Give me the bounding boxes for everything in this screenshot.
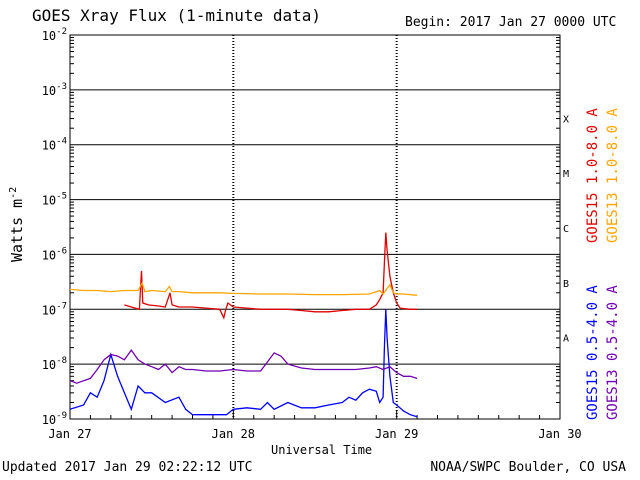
x-tick-label: Jan 29 (375, 427, 418, 441)
flare-class-label: M (563, 169, 569, 180)
legend-goes15-short: GOES15 0.5-4.0 A (585, 285, 601, 420)
x-tick-label: Jan 27 (48, 427, 91, 441)
y-tick-label: 10-6 (42, 246, 67, 262)
y-tick-label: 10-5 (42, 192, 67, 208)
updated-timestamp: Updated 2017 Jan 29 02:22:12 UTC (2, 460, 253, 475)
flare-class-label: B (563, 279, 569, 290)
y-tick-label: 10-3 (42, 82, 67, 98)
series-line-3 (69, 348, 418, 384)
legend-goes13-short: GOES13 0.5-4.0 A (605, 285, 621, 420)
begin-timestamp: Begin: 2017 Jan 27 0000 UTC (405, 16, 616, 29)
x-tick-label: Jan 28 (212, 427, 255, 441)
y-tick-label: 10-7 (42, 301, 67, 317)
y-axis-label-exponent: -2 (8, 186, 19, 199)
x-tick-label: Jan 30 (538, 427, 581, 441)
credit-text: NOAA/SWPC Boulder, CO USA (430, 460, 626, 475)
y-axis-label: Watts m-2 (8, 187, 26, 262)
series-line-1 (69, 281, 418, 296)
y-axis-label-text: Watts m (8, 198, 26, 262)
legend-goes13-long: GOES13 1.0-8.0 A (605, 108, 621, 243)
chart-title: GOES Xray Flux (1-minute data) (32, 6, 321, 25)
flare-class-label: A (563, 334, 569, 345)
legend-goes15-long: GOES15 1.0-8.0 A (585, 108, 601, 243)
series-line-2 (69, 309, 418, 418)
plot-frame (69, 34, 561, 420)
y-tick-label: 10-8 (42, 356, 67, 372)
y-tick-label: 10-9 (42, 411, 67, 427)
flare-class-label: C (563, 224, 569, 235)
series-line-0 (124, 232, 418, 320)
flare-class-label: X (563, 114, 569, 125)
begin-value: 2017 Jan 27 0000 UTC (459, 15, 617, 30)
x-axis-label: Universal Time (271, 443, 373, 457)
y-tick-label: 10-4 (42, 137, 67, 153)
begin-label: Begin: (405, 15, 452, 30)
y-tick-label: 10-2 (42, 27, 67, 43)
